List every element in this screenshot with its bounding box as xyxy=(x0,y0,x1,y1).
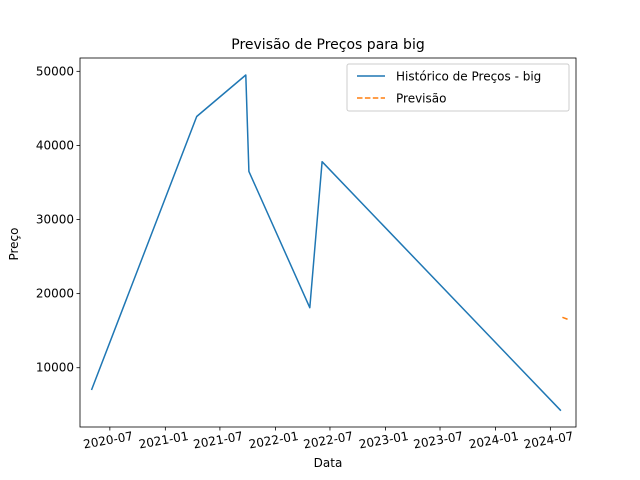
legend: Histórico de Preços - big Previsão xyxy=(346,63,570,112)
chart-title: Previsão de Preços para big xyxy=(231,37,424,53)
y-tick-label: 30000 xyxy=(36,213,74,227)
series-line-0 xyxy=(90,74,562,412)
y-tick-label: 50000 xyxy=(36,64,74,78)
y-tick-label: 40000 xyxy=(36,138,74,152)
legend-label-previsao: Previsão xyxy=(396,92,446,106)
series-line-1 xyxy=(562,316,569,321)
legend-label-historico: Histórico de Preços - big xyxy=(396,70,541,84)
legend-frame xyxy=(346,63,570,112)
y-tick-label: 10000 xyxy=(36,361,74,375)
plot-frame xyxy=(79,57,577,428)
plot-lines xyxy=(90,74,569,412)
y-tick-label: 20000 xyxy=(36,287,74,301)
x-axis-label: Data xyxy=(314,456,343,470)
y-axis-label: Preço xyxy=(7,227,21,260)
